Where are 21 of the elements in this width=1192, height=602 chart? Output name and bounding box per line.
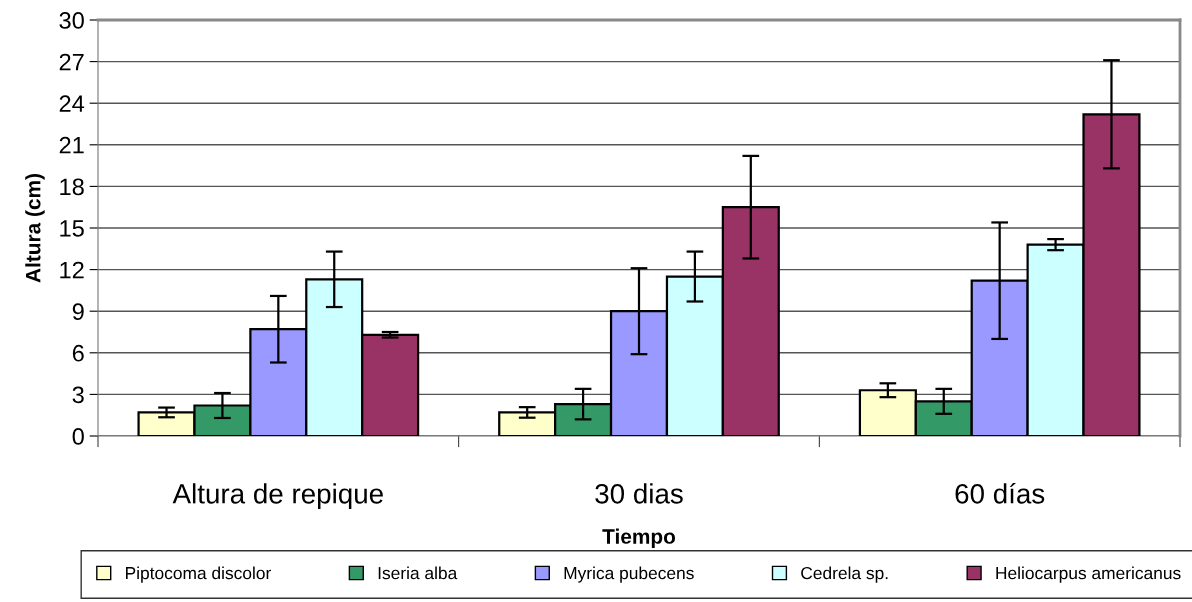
legend-label: Myrica pubecens: [564, 566, 694, 583]
x-axis-title: Tiempo: [602, 528, 676, 548]
y-tick-label: 21: [59, 136, 84, 154]
y-tick-label: 12: [60, 261, 84, 279]
x-tick-label: Altura de repique: [172, 483, 383, 510]
legend-label: Cedrela sp.: [801, 566, 888, 583]
y-tick-label: 24: [59, 95, 85, 112]
y-axis-title: Altura (cm): [25, 174, 45, 283]
y-tick-label: 3: [72, 386, 84, 404]
legend-label: Piptocoma discolor: [126, 566, 271, 583]
y-tick-label: 0: [72, 428, 84, 445]
legend-label: Heliocarpus americanus: [996, 566, 1181, 583]
y-tick-label: 15: [60, 220, 84, 237]
y-tick-label: 30: [59, 12, 84, 29]
y-tick-label: 6: [72, 344, 84, 362]
legend-label: Iseria alba: [378, 566, 458, 580]
y-tick-label: 27: [59, 53, 84, 71]
x-tick-label: 60 días: [955, 482, 1045, 504]
y-tick-label: 18: [60, 178, 84, 196]
x-tick-label: 30 dias: [595, 483, 683, 504]
y-tick-label: 9: [72, 303, 84, 320]
